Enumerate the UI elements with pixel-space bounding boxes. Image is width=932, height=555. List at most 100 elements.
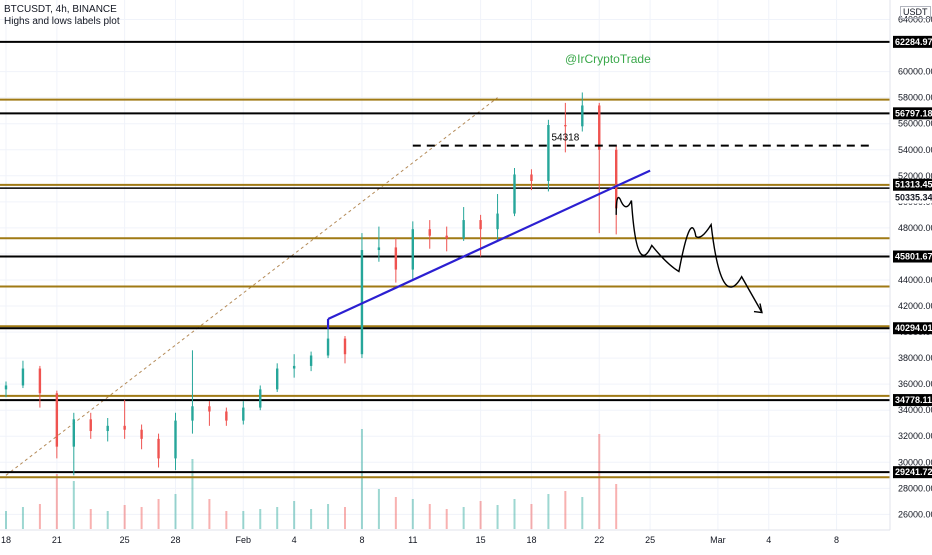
x-tick-label: Feb — [236, 535, 252, 545]
candle-body — [326, 338, 330, 356]
candle-body — [21, 368, 25, 386]
price-tag-box — [893, 322, 932, 335]
candle-body — [496, 213, 499, 230]
candle-body — [208, 406, 211, 412]
volume-bar — [496, 505, 499, 529]
price-tag-label: 40294.01 — [895, 323, 932, 333]
volume-bar — [72, 481, 75, 529]
price-tag-box — [893, 35, 932, 48]
price-tag-label: 34778.11 — [895, 395, 932, 405]
candle-body — [445, 235, 448, 239]
price-tag-label: 50335.34 — [895, 192, 932, 202]
volume-bar — [191, 459, 194, 529]
candle-body — [547, 125, 550, 182]
candle-body — [581, 105, 584, 127]
price-tag-box — [893, 394, 932, 407]
candle-body — [394, 247, 398, 270]
volume-bar — [564, 491, 567, 529]
volume-bar — [5, 511, 7, 529]
volume-bar — [259, 509, 262, 529]
high-value-label: 54318 — [551, 133, 579, 144]
price-tag-box — [893, 250, 932, 263]
candle-body — [157, 438, 160, 459]
price-tag-label: 51313.45 — [895, 180, 932, 190]
volume-bar — [327, 504, 330, 529]
y-tick-label: 60000.00 — [898, 67, 932, 77]
y-tick-label: 56000.00 — [898, 119, 932, 129]
volume-bar — [174, 494, 177, 529]
y-tick-label: 26000.00 — [898, 509, 932, 519]
candle-body — [615, 149, 618, 209]
price-axis — [890, 0, 932, 550]
candle-body — [123, 425, 126, 430]
x-tick-label: 18 — [526, 535, 536, 545]
x-tick-label: 4 — [292, 535, 297, 545]
volume-bar — [360, 429, 363, 529]
volume-bar — [377, 489, 380, 529]
volume-bar — [547, 494, 550, 529]
price-tag-box — [893, 107, 932, 120]
trendline — [327, 169, 651, 321]
volume-bar — [123, 505, 126, 529]
price-tag-label: 56797.18 — [895, 108, 932, 118]
y-tick-label: 36000.00 — [898, 379, 932, 389]
candle-body — [89, 419, 92, 432]
x-tick-label: Mar — [710, 535, 726, 545]
y-tick-label: 28000.00 — [898, 483, 932, 493]
y-tick-label: 38000.00 — [898, 353, 932, 363]
candle-body — [462, 220, 465, 239]
price-tag-box — [893, 191, 932, 204]
y-tick-label: 52000.00 — [898, 171, 932, 181]
volume-bar — [157, 499, 160, 529]
projection-arrowhead — [753, 303, 763, 314]
price-tag-box — [893, 178, 932, 191]
volume-bar — [89, 509, 92, 529]
candle-body — [479, 220, 482, 230]
candle-body — [4, 385, 8, 390]
x-tick-label: 28 — [170, 535, 180, 545]
volume-bar — [38, 504, 41, 529]
x-tick-label: 25 — [120, 535, 130, 545]
volume-bar — [394, 497, 397, 529]
y-tick-label: 34000.00 — [898, 405, 932, 415]
price-tag-box — [893, 466, 932, 479]
candle-body — [225, 411, 228, 421]
candle-body — [242, 407, 245, 421]
volume-bar — [276, 507, 279, 529]
x-tick-label: 15 — [476, 535, 486, 545]
symbol-line: BTCUSDT, 4h, BINANCE — [4, 4, 117, 15]
y-tick-label: 30000.00 — [898, 457, 932, 467]
candle-body — [598, 105, 601, 150]
volume-bar — [615, 484, 618, 529]
volume-bar — [21, 507, 24, 529]
volume-bar — [106, 511, 109, 529]
candle-body — [191, 406, 194, 421]
candle-body — [259, 389, 262, 408]
candle-body — [343, 338, 347, 355]
currency-label: USDT — [900, 6, 931, 19]
volume-bar — [242, 511, 245, 529]
y-tick-label: 48000.00 — [898, 223, 932, 233]
chart-header: BTCUSDT, 4h, BINANCE Highs and lows labe… — [4, 4, 120, 28]
volume-bar — [293, 501, 296, 529]
candle-body — [428, 229, 431, 236]
y-tick-label: 54000.00 — [898, 145, 932, 155]
indicator-subtitle: Highs and lows labels plot — [4, 16, 120, 27]
x-tick-label: 25 — [645, 535, 655, 545]
candle-body — [530, 174, 533, 182]
candle-body — [411, 229, 414, 270]
candle-body — [38, 368, 42, 394]
price-tag-label: 29241.72 — [895, 467, 932, 477]
diagonal-dashed-line — [5, 97, 498, 476]
volume-bar — [462, 507, 465, 529]
candle-body — [292, 365, 296, 369]
volume-bar — [140, 507, 143, 529]
candle-body — [276, 368, 279, 390]
watermark-text: @IrCryptoTrade — [565, 52, 651, 66]
candle-body — [360, 250, 364, 355]
candle-body — [140, 429, 143, 439]
x-tick-label: 11 — [408, 535, 417, 545]
candle-body — [377, 247, 381, 251]
